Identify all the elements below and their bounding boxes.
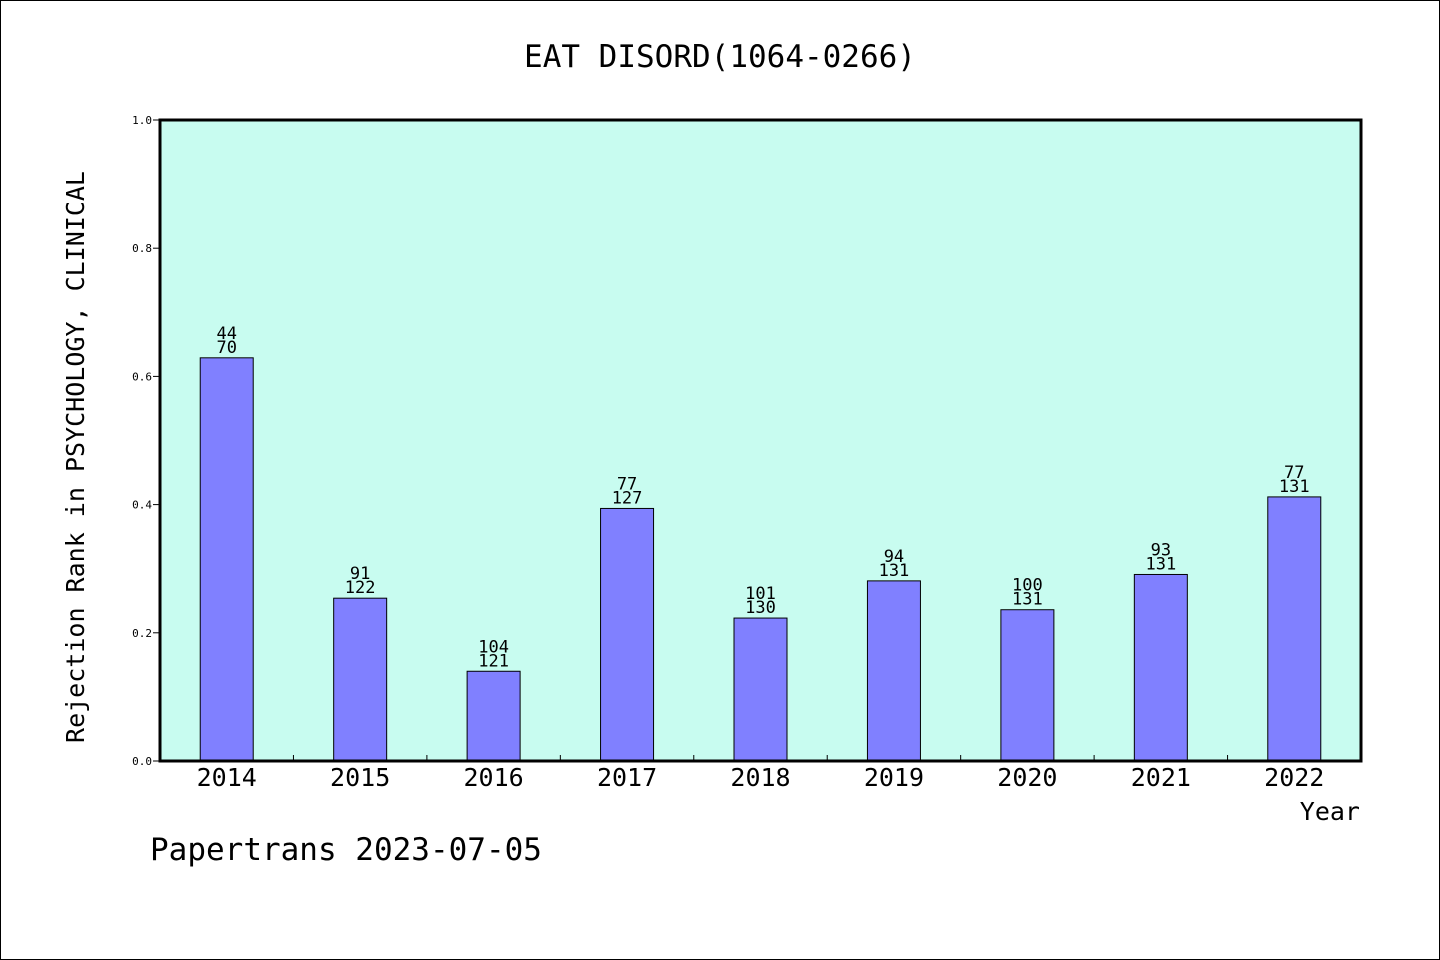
x-tick-label: 2016 [464,763,524,792]
chart-title: EAT DISORD(1064-0266) [524,39,916,75]
bar-rank-label: 44 [216,324,236,344]
x-tick-label: 2018 [730,763,790,792]
bar-total-label: 127 [612,488,643,508]
bar-rank-label: 104 [478,637,509,657]
bar-2017 [600,507,655,762]
bar-rank-label: 94 [884,547,904,567]
y-axis: 0.0 0.2 0.4 0.6 0.8 1.0 [132,114,160,768]
footer-credit: Papertrans 2023-07-05 [150,832,542,868]
bar-total-label: 122 [345,578,376,598]
bar-2016 [466,670,521,762]
bar-2018 [733,617,788,762]
bar-total-label: 70 [216,338,236,358]
bar-2015 [333,597,388,762]
bar-2022 [1267,496,1322,762]
y-tick-label: 0.8 [132,242,152,255]
y-tick-label: 0.4 [132,499,152,512]
y-axis-label: Rejection Rank in PSYCHOLOGY, CLINICAL [61,171,90,743]
bar-rank-label: 100 [1012,576,1043,596]
x-tick-label: 2014 [197,763,257,792]
bar-rank-label: 77 [1284,463,1304,483]
bar-total-label: 130 [745,598,776,618]
bar-total-label: 131 [879,561,910,581]
x-tick-label: 2017 [597,763,657,792]
bar-2020 [1000,609,1055,762]
y-tick-label: 0.0 [132,755,152,768]
x-tick-label: 2015 [330,763,390,792]
y-tick-label: 0.2 [132,627,152,640]
plot-area-border [158,118,1363,763]
bar-2019 [866,580,921,762]
data-labels-layer: 4470911221041217712710113094131100131931… [216,324,1309,671]
bar-2014 [199,357,254,762]
bar-rank-label: 93 [1151,540,1171,560]
bar-rank-label: 91 [350,564,370,584]
bars-layer [199,357,1322,762]
x-tick-label: 2020 [997,763,1057,792]
bar-2021 [1133,573,1188,762]
bar-total-label: 121 [478,651,509,671]
bar-rank-label: 77 [617,474,637,494]
bar-total-label: 131 [1145,554,1176,574]
y-tick-label: 0.6 [132,370,152,383]
x-tick-label: 2021 [1131,763,1191,792]
x-axis-label: Year [1300,797,1360,826]
x-tick-label: 2019 [864,763,924,792]
x-tick-label: 2022 [1264,763,1324,792]
y-tick-label: 1.0 [132,114,152,127]
bar-total-label: 131 [1279,477,1310,497]
x-axis: 2014 2015 2016 2017 2018 2019 2020 2021 2022 [197,755,1324,792]
bar-rank-label: 101 [745,584,776,604]
bar-total-label: 131 [1012,590,1043,610]
